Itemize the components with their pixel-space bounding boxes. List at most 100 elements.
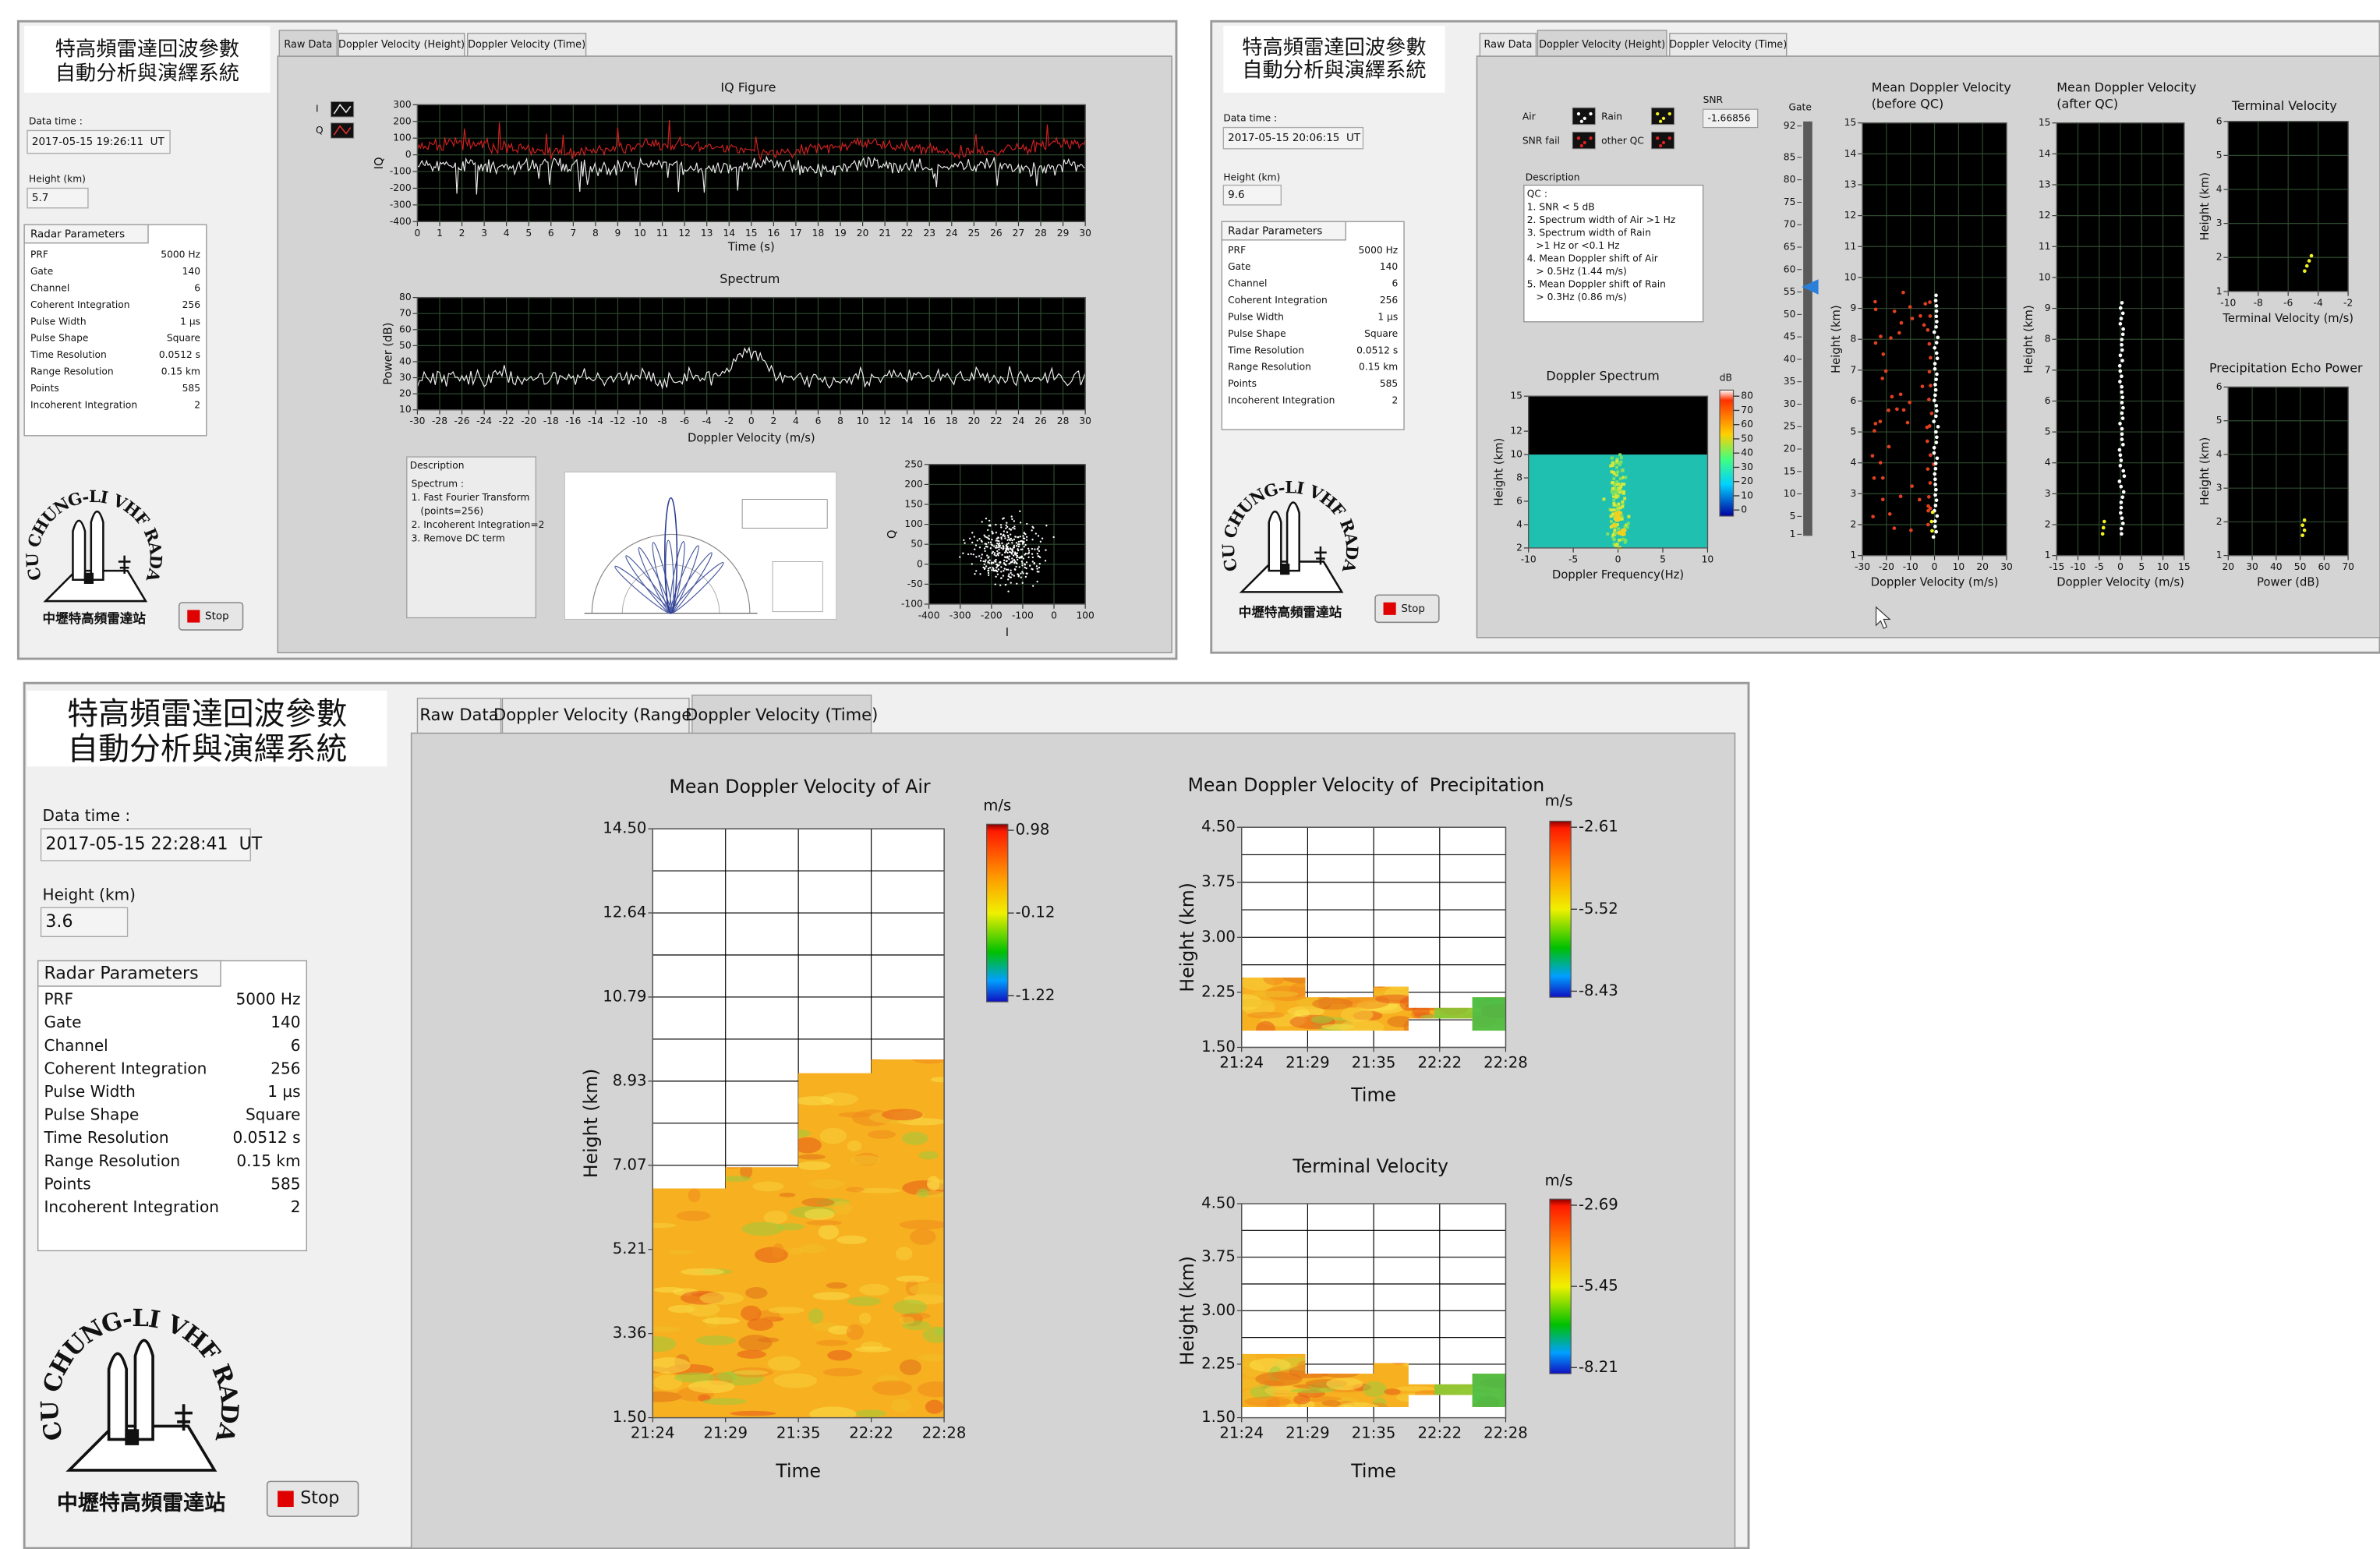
heat-blob — [1311, 1016, 1333, 1024]
heat-blob — [1341, 1007, 1374, 1022]
point — [1006, 568, 1007, 570]
point — [1668, 112, 1671, 115]
point — [991, 569, 992, 571]
y-tick-label: 7 — [2045, 364, 2051, 375]
spectrum-cell — [1611, 464, 1614, 467]
description-line: 3. Remove DC term — [412, 533, 505, 544]
y-tick-label: 2 — [1850, 518, 1856, 529]
point — [984, 550, 985, 552]
point — [1013, 545, 1015, 546]
spectrum-cell — [1619, 477, 1622, 480]
date-value: 2017-05-15 19:26:11 UT — [32, 136, 165, 148]
point — [1032, 527, 1034, 529]
spectrum-cell — [1621, 500, 1625, 504]
point — [1583, 141, 1586, 144]
x-tick-label: 11 — [656, 228, 669, 239]
point — [1926, 523, 1930, 527]
x-axis-label: Terminal Velocity (m/s) — [2222, 312, 2353, 325]
heat-blob — [826, 1282, 847, 1289]
param-value: 0.15 km — [1359, 362, 1398, 373]
gate-tick-label: 65 — [1784, 242, 1796, 253]
param-name: Gate — [30, 266, 53, 277]
point — [1934, 404, 1938, 408]
point — [985, 543, 987, 545]
x-tick-label: 26 — [990, 228, 1003, 239]
point — [963, 539, 964, 541]
heat-blob — [917, 1188, 929, 1197]
point — [1926, 509, 1930, 513]
heat-blob — [676, 1211, 710, 1221]
y-tick-label: 2 — [2045, 518, 2051, 529]
y-tick-label: 3 — [2216, 483, 2223, 493]
x-tick-label: 21:35 — [1352, 1424, 1396, 1442]
point — [1013, 554, 1014, 556]
tab-label: Raw Data — [1484, 39, 1532, 51]
x-tick-label: 8 — [592, 228, 599, 239]
param-name: Channel — [1228, 278, 1267, 289]
point — [1930, 529, 1934, 533]
point — [991, 543, 992, 545]
point — [1006, 552, 1008, 553]
y-tick-label: 8 — [1516, 472, 1522, 483]
height-value: 3.6 — [45, 912, 72, 932]
point — [1004, 537, 1006, 539]
spectrum-cell — [1610, 520, 1613, 523]
point — [1930, 412, 1934, 416]
x-tick-label: 20 — [2222, 561, 2234, 572]
point — [2120, 391, 2124, 394]
point — [1936, 456, 1940, 460]
point — [973, 553, 974, 555]
point — [985, 565, 987, 567]
point — [1036, 568, 1038, 569]
colorbar — [1550, 1199, 1571, 1374]
point — [2121, 469, 2125, 473]
point — [1936, 515, 1940, 518]
point — [1009, 555, 1010, 557]
heat-blob — [653, 1287, 683, 1293]
x-tick-label: 30 — [2000, 561, 2013, 572]
description-line: 2. Spectrum width of Air >1 Hz — [1527, 214, 1676, 225]
y-tick-label: 0 — [405, 149, 412, 160]
param-name: Pulse Shape — [30, 333, 89, 344]
point — [1038, 546, 1040, 548]
x-tick-label: 21:24 — [631, 1424, 675, 1442]
heat-blob — [702, 1317, 740, 1324]
heat-blob — [1255, 1372, 1302, 1386]
heat-blob — [768, 1356, 801, 1371]
point — [1039, 563, 1041, 564]
plot-title: (before QC) — [1872, 96, 1943, 111]
x-tick-label: 21:35 — [776, 1424, 821, 1442]
spectrum-blob — [1611, 523, 1618, 528]
heat-blob — [893, 1300, 927, 1314]
heat-blob — [833, 1201, 852, 1215]
heat-blob — [813, 1292, 851, 1300]
param-value: 1 µs — [1377, 311, 1398, 322]
point — [988, 568, 989, 569]
spectrum-cell — [1623, 497, 1626, 500]
point — [2120, 343, 2124, 347]
point — [2119, 306, 2123, 310]
point — [992, 567, 993, 568]
heat-blob — [805, 1208, 835, 1220]
legend-label: SNR fail — [1522, 136, 1560, 147]
param-value: 140 — [182, 266, 200, 277]
point — [1881, 352, 1885, 356]
point — [2120, 437, 2124, 441]
point — [1007, 535, 1009, 536]
y-tick-label: 40 — [399, 355, 412, 366]
point — [1879, 419, 1883, 423]
point — [1901, 291, 1905, 295]
point — [2118, 370, 2122, 373]
point — [1001, 554, 1003, 556]
spectrum-cell — [1619, 507, 1622, 510]
point — [981, 557, 982, 559]
y-tick-label: 8.93 — [613, 1071, 647, 1089]
plot-title: Mean Doppler Velocity of Precipitation — [1188, 774, 1545, 796]
y-tick-label: 5 — [2216, 150, 2223, 161]
point — [2120, 495, 2124, 499]
point — [1021, 548, 1023, 550]
point — [1934, 377, 1938, 381]
x-axis-label: Doppler Velocity (m/s) — [1871, 576, 1999, 589]
point — [1927, 495, 1931, 499]
point — [990, 547, 992, 549]
